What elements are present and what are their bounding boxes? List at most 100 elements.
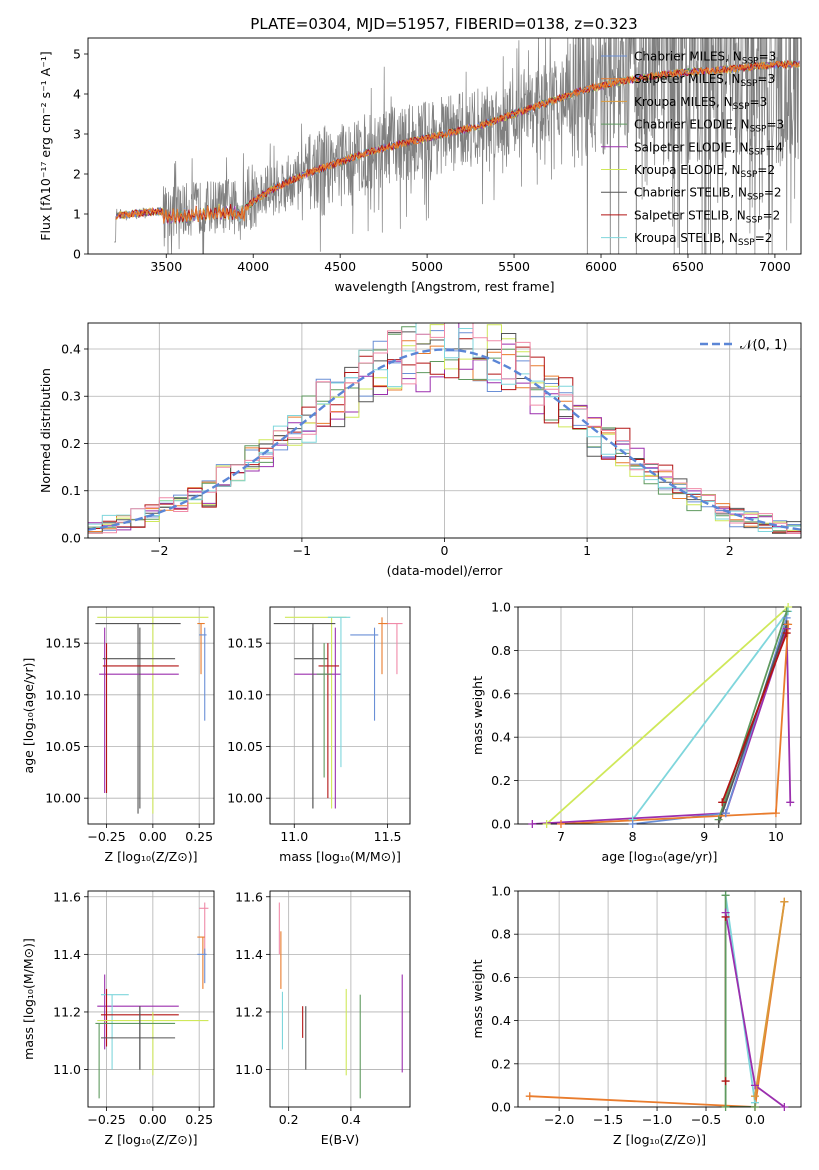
weight_vs_age-panel: 7 8 9 10 0.0 0.2 0.4 0.6 0.8 1.0 age [log₁₀(age/yr… [470, 600, 802, 864]
weight_vs_age-xlabel: age [log₁₀(age/yr)] [602, 849, 718, 864]
weight-age-marker [721, 809, 730, 818]
weight_vs_z-ytick-label: 1.0 [491, 884, 511, 899]
histogram-pink-steps [88, 323, 801, 534]
weight-age-salpeter_stelib-line [721, 632, 788, 803]
legend-subscript: SSP [741, 79, 758, 89]
age_vs_z-ytick-label: 10.15 [45, 636, 81, 651]
legend-entry: Kroupa ELODIE, NSSP=2 [634, 163, 775, 180]
age_vs_mass-xtick-label: 11.5 [374, 829, 402, 844]
weight_vs_age-xtick-label: 7 [557, 829, 565, 844]
legend-tail: =2 [763, 208, 781, 222]
age_vs_z-xlabel: Z [log₁₀(Z/Z⊙)] [105, 849, 198, 864]
age_vs_z-xtick-label: −0.25 [87, 829, 125, 844]
mass-z-point [95, 1022, 176, 1099]
age_vs_mass-panel: 11.0 11.5 10.00 10.05 10.10 10.15 mass [log₁₀(… [227, 606, 411, 864]
weight-age-marker [782, 607, 791, 616]
residuals-ytick-label: 0.2 [61, 436, 81, 451]
mass_vs_ebv-ytick-label: 11.2 [235, 1004, 263, 1019]
residuals-xtick-label: 1 [583, 543, 591, 558]
mass_vs_z-plot [95, 902, 209, 1099]
weight-z-marker [750, 1103, 759, 1111]
spectrum-xtick-label: 4000 [237, 259, 269, 274]
weight_vs_z-axes: −2.0 −1.5 −1.0 −0.5 0.0 0.0 0.2 0.4 0.6 0.8 1.0 Z [… [470, 884, 802, 1147]
weight_vs_z-ytick-label: 0.6 [491, 970, 511, 985]
mass_vs_ebv-plot [278, 902, 403, 1099]
legend-entry: Salpeter MILES, NSSP=3 [634, 72, 775, 89]
weight-z-marker [780, 1103, 789, 1111]
weight_vs_age-ytick-label: 0.6 [491, 686, 511, 701]
spectrum-title: PLATE=0304, MJD=51957, FIBERID=0138, z=0… [250, 15, 637, 33]
histogram-salpeter_stelib-steps [88, 338, 801, 533]
residuals-ytick-label: 0.3 [61, 389, 81, 404]
weight_vs_age-plot [532, 607, 792, 824]
mass-z-point [100, 994, 129, 1070]
weight-age-marker [782, 629, 791, 638]
weight-z-marker [525, 1092, 534, 1101]
normal-distribution-curve [88, 348, 801, 531]
legend-entry: Kroupa STELIB, NSSP=2 [634, 231, 772, 248]
age-mass-point [294, 627, 328, 809]
spectrum-ylabel: Flux [fλ10⁻¹⁷ erg cm⁻² s⁻¹ A⁻¹] [38, 51, 53, 240]
age-mass-point [378, 617, 388, 675]
mass_vs_ebv-panel: 0.2 0.4 11.0 11.2 11.4 11.6 E(B-V) [235, 889, 411, 1147]
mass-z-point [197, 936, 205, 989]
age_vs_mass-ytick-label: 10.00 [227, 791, 263, 806]
age-z-point [97, 616, 209, 814]
mass_vs_ebv-xtick-label: 0.4 [341, 1112, 361, 1127]
legend-entry: Chabrier ELODIE, NSSP=3 [634, 118, 784, 135]
age-z-point [197, 622, 205, 675]
mass_vs_z-frame [87, 890, 215, 1108]
weight-age-marker [714, 820, 723, 828]
age-mass-point [327, 616, 351, 768]
weight-age-marker [628, 820, 637, 828]
mass_vs_z-ytick-label: 11.2 [53, 1004, 81, 1019]
spectrum-xtick-label: 5000 [411, 259, 443, 274]
legend-tail: =2 [764, 186, 782, 200]
mass_vs_z-xtick-label: 0.25 [185, 1112, 213, 1127]
age_vs_mass-xlabel: mass [log₁₀(M/M⊙)] [279, 849, 401, 864]
weight_vs_z-xlabel: Z [log₁₀(Z/Z⊙)] [613, 1132, 706, 1147]
age-z-point [95, 622, 181, 814]
weight_vs_z-ytick-label: 0.4 [491, 1013, 511, 1028]
legend-entry: Salpeter STELIB, NSSP=2 [634, 208, 780, 225]
weight_vs_z-xtick-label: 0.0 [745, 1112, 765, 1127]
residuals-ylabel: Normed distribution [38, 368, 53, 493]
mass_vs_ebv-frame [269, 890, 411, 1108]
weight_vs_age-frame [517, 606, 802, 825]
spectrum-xtick-label: 3500 [150, 259, 182, 274]
legend-tail: =4 [765, 140, 783, 154]
mass_vs_ebv-grid [270, 891, 410, 1107]
age_vs_z-xtick-label: 0.25 [185, 829, 213, 844]
weight-z-marker [750, 1092, 759, 1101]
weight_vs_z-plot [529, 895, 786, 1107]
spectrum-panel: 3500 4000 4500 5000 5500 6000 6500 7000 0 1 2 3 4 5 wa… [38, 37, 802, 294]
residuals-xtick-label: −2 [150, 543, 168, 558]
mass_vs_z-panel: −0.25 0.00 0.25 11.0 11.2 11.4 11.6 Z [log₁₀(Z/… [21, 889, 215, 1147]
legend-tail: =2 [755, 231, 773, 245]
age-mass-point [383, 622, 403, 675]
weight_vs_age-axes: 7 8 9 10 0.0 0.2 0.4 0.6 0.8 1.0 age [log₁₀(age/yr… [470, 600, 802, 864]
age-mass-point [350, 627, 379, 721]
residuals-frame [87, 322, 802, 539]
weight_vs_z-xtick-label: −1.0 [642, 1112, 672, 1127]
weight_vs_age-xtick-label: 10 [768, 829, 784, 844]
weight-age-kroupa_elodie-line [546, 607, 789, 824]
weight_vs_z-ytick-label: 0.0 [491, 1100, 511, 1115]
residuals-panel: −2 −1 0 1 2 0.0 0.1 0.2 0.3 0.4 (data-model)/error… [38, 322, 802, 578]
spectrum-xtick-label: 6000 [585, 259, 617, 274]
residuals-axes: −2 −1 0 1 2 0.0 0.1 0.2 0.3 0.4 (data-model)/error… [38, 322, 802, 578]
weight-z-marker [721, 1103, 730, 1111]
age-z-point [102, 643, 179, 793]
weight-age-marker [786, 798, 795, 807]
spectrum-ytick-label: 1 [73, 207, 81, 222]
age_vs_mass-xtick-label: 11.0 [280, 829, 308, 844]
normal-legend-label: 𝒩(0, 1) [740, 338, 787, 353]
residuals-xlabel: (data-model)/error [387, 563, 504, 578]
age-z-point [102, 627, 176, 809]
weight-age-salpeter_elodie-line [532, 628, 792, 824]
legend-subscript: SSP [741, 170, 758, 180]
weight-age-marker [556, 820, 565, 828]
spectrum-frame [87, 37, 802, 255]
mass_vs_ebv-xtick-label: 0.2 [279, 1112, 299, 1127]
